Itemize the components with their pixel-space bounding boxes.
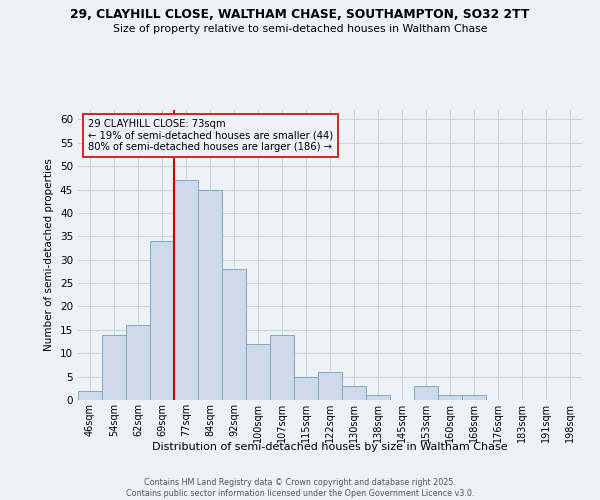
Text: 29, CLAYHILL CLOSE, WALTHAM CHASE, SOUTHAMPTON, SO32 2TT: 29, CLAYHILL CLOSE, WALTHAM CHASE, SOUTH… xyxy=(70,8,530,20)
Bar xyxy=(318,372,342,400)
Text: Contains HM Land Registry data © Crown copyright and database right 2025.
Contai: Contains HM Land Registry data © Crown c… xyxy=(126,478,474,498)
Text: Distribution of semi-detached houses by size in Waltham Chase: Distribution of semi-detached houses by … xyxy=(152,442,508,452)
Bar xyxy=(438,396,462,400)
Text: Size of property relative to semi-detached houses in Waltham Chase: Size of property relative to semi-detach… xyxy=(113,24,487,34)
Text: 29 CLAYHILL CLOSE: 73sqm
← 19% of semi-detached houses are smaller (44)
80% of s: 29 CLAYHILL CLOSE: 73sqm ← 19% of semi-d… xyxy=(88,118,333,152)
Bar xyxy=(102,334,126,400)
Bar xyxy=(294,376,318,400)
Bar xyxy=(414,386,438,400)
Bar xyxy=(150,241,174,400)
Bar xyxy=(366,396,390,400)
Bar xyxy=(198,190,222,400)
Bar xyxy=(246,344,270,400)
Y-axis label: Number of semi-detached properties: Number of semi-detached properties xyxy=(44,158,55,352)
Bar xyxy=(126,325,150,400)
Bar xyxy=(462,396,486,400)
Bar xyxy=(342,386,366,400)
Bar xyxy=(78,390,102,400)
Bar xyxy=(174,180,198,400)
Bar xyxy=(222,269,246,400)
Bar xyxy=(270,334,294,400)
